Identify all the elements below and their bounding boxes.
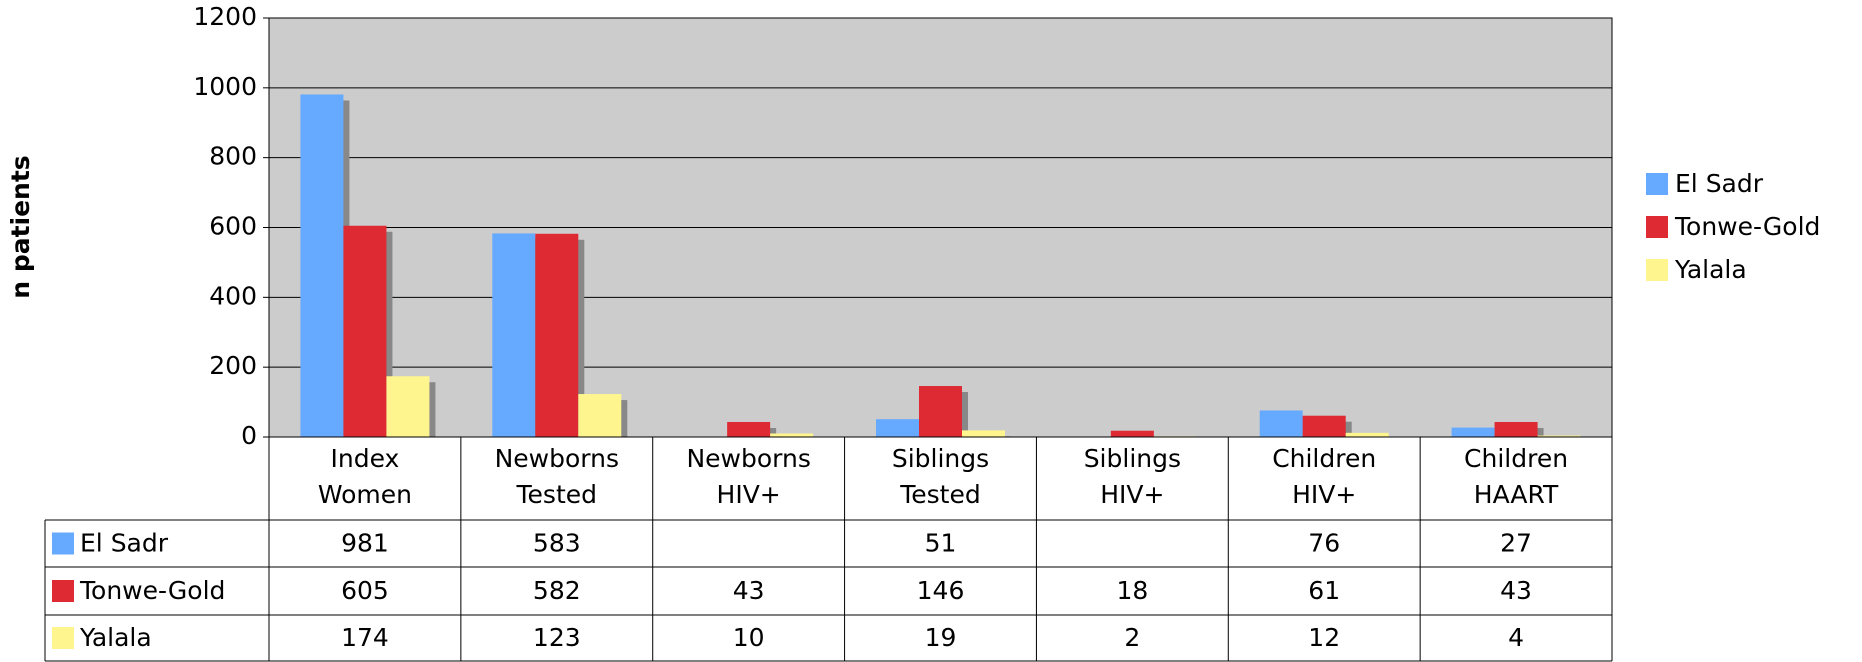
legend-key — [1646, 173, 1668, 195]
legend-label: Tonwe-Gold — [1674, 212, 1820, 241]
table-value: 51 — [925, 529, 957, 558]
bar — [1345, 432, 1389, 437]
y-tick-label: 400 — [209, 281, 257, 310]
bar — [492, 233, 536, 437]
bar — [1494, 421, 1538, 437]
bar — [1259, 410, 1303, 437]
table-value: 174 — [341, 623, 389, 652]
x-tick-label: Newborns Tested — [495, 444, 619, 509]
table-value: 582 — [533, 576, 581, 605]
bar — [386, 376, 430, 437]
bar — [1537, 435, 1581, 437]
bar — [535, 233, 579, 437]
table-series-name: Tonwe-Gold — [79, 576, 225, 605]
table-value: 61 — [1308, 576, 1340, 605]
table-value: 605 — [341, 576, 389, 605]
table-value: 2 — [1124, 623, 1140, 652]
y-tick-label: 600 — [209, 212, 257, 241]
x-tick-label: Children HIV+ — [1272, 444, 1376, 509]
bar — [770, 433, 814, 437]
table-value: 583 — [533, 529, 581, 558]
table-value: 43 — [733, 576, 765, 605]
x-tick-label: Newborns HIV+ — [686, 444, 810, 509]
table-legend-key — [52, 580, 74, 602]
table-value: 19 — [925, 623, 957, 652]
table-value: 43 — [1500, 576, 1532, 605]
bar — [578, 394, 622, 437]
bar — [962, 430, 1005, 437]
bar — [1302, 415, 1346, 437]
table-series-name: Yalala — [79, 623, 152, 652]
legend-key — [1646, 216, 1668, 238]
table-legend-key — [52, 627, 74, 649]
y-tick-label: 200 — [209, 351, 257, 380]
table-value: 18 — [1116, 576, 1148, 605]
table-legend-key — [52, 532, 74, 555]
y-axis-label: n patients — [6, 155, 35, 298]
legend-label: Yalala — [1674, 255, 1747, 284]
table-value: 10 — [733, 623, 765, 652]
table-value: 981 — [341, 529, 389, 558]
table-series-name: El Sadr — [80, 529, 169, 558]
y-tick-label: 1200 — [193, 2, 257, 31]
table-value: 123 — [533, 623, 581, 652]
x-tick-label: Children HAART — [1464, 444, 1568, 509]
bar — [919, 386, 962, 437]
table-value: 76 — [1308, 529, 1340, 558]
bar — [1110, 430, 1154, 437]
table-value: 4 — [1508, 623, 1524, 652]
x-tick-label: Siblings HIV+ — [1084, 444, 1181, 509]
legend-key — [1646, 259, 1668, 281]
x-tick-label: Index Women — [318, 444, 412, 509]
table-value: 12 — [1308, 623, 1340, 652]
y-tick-label: 800 — [209, 142, 257, 171]
y-tick-label: 1000 — [193, 72, 257, 101]
legend-label: El Sadr — [1675, 169, 1764, 198]
bar — [727, 421, 771, 437]
x-tick-label: Siblings Tested — [892, 444, 989, 509]
table-value: 146 — [917, 576, 965, 605]
bar — [876, 419, 919, 437]
table-value: 27 — [1500, 529, 1532, 558]
bar — [300, 94, 344, 437]
bar — [343, 225, 387, 437]
y-tick-label: 0 — [241, 421, 257, 450]
bar — [1451, 427, 1495, 437]
